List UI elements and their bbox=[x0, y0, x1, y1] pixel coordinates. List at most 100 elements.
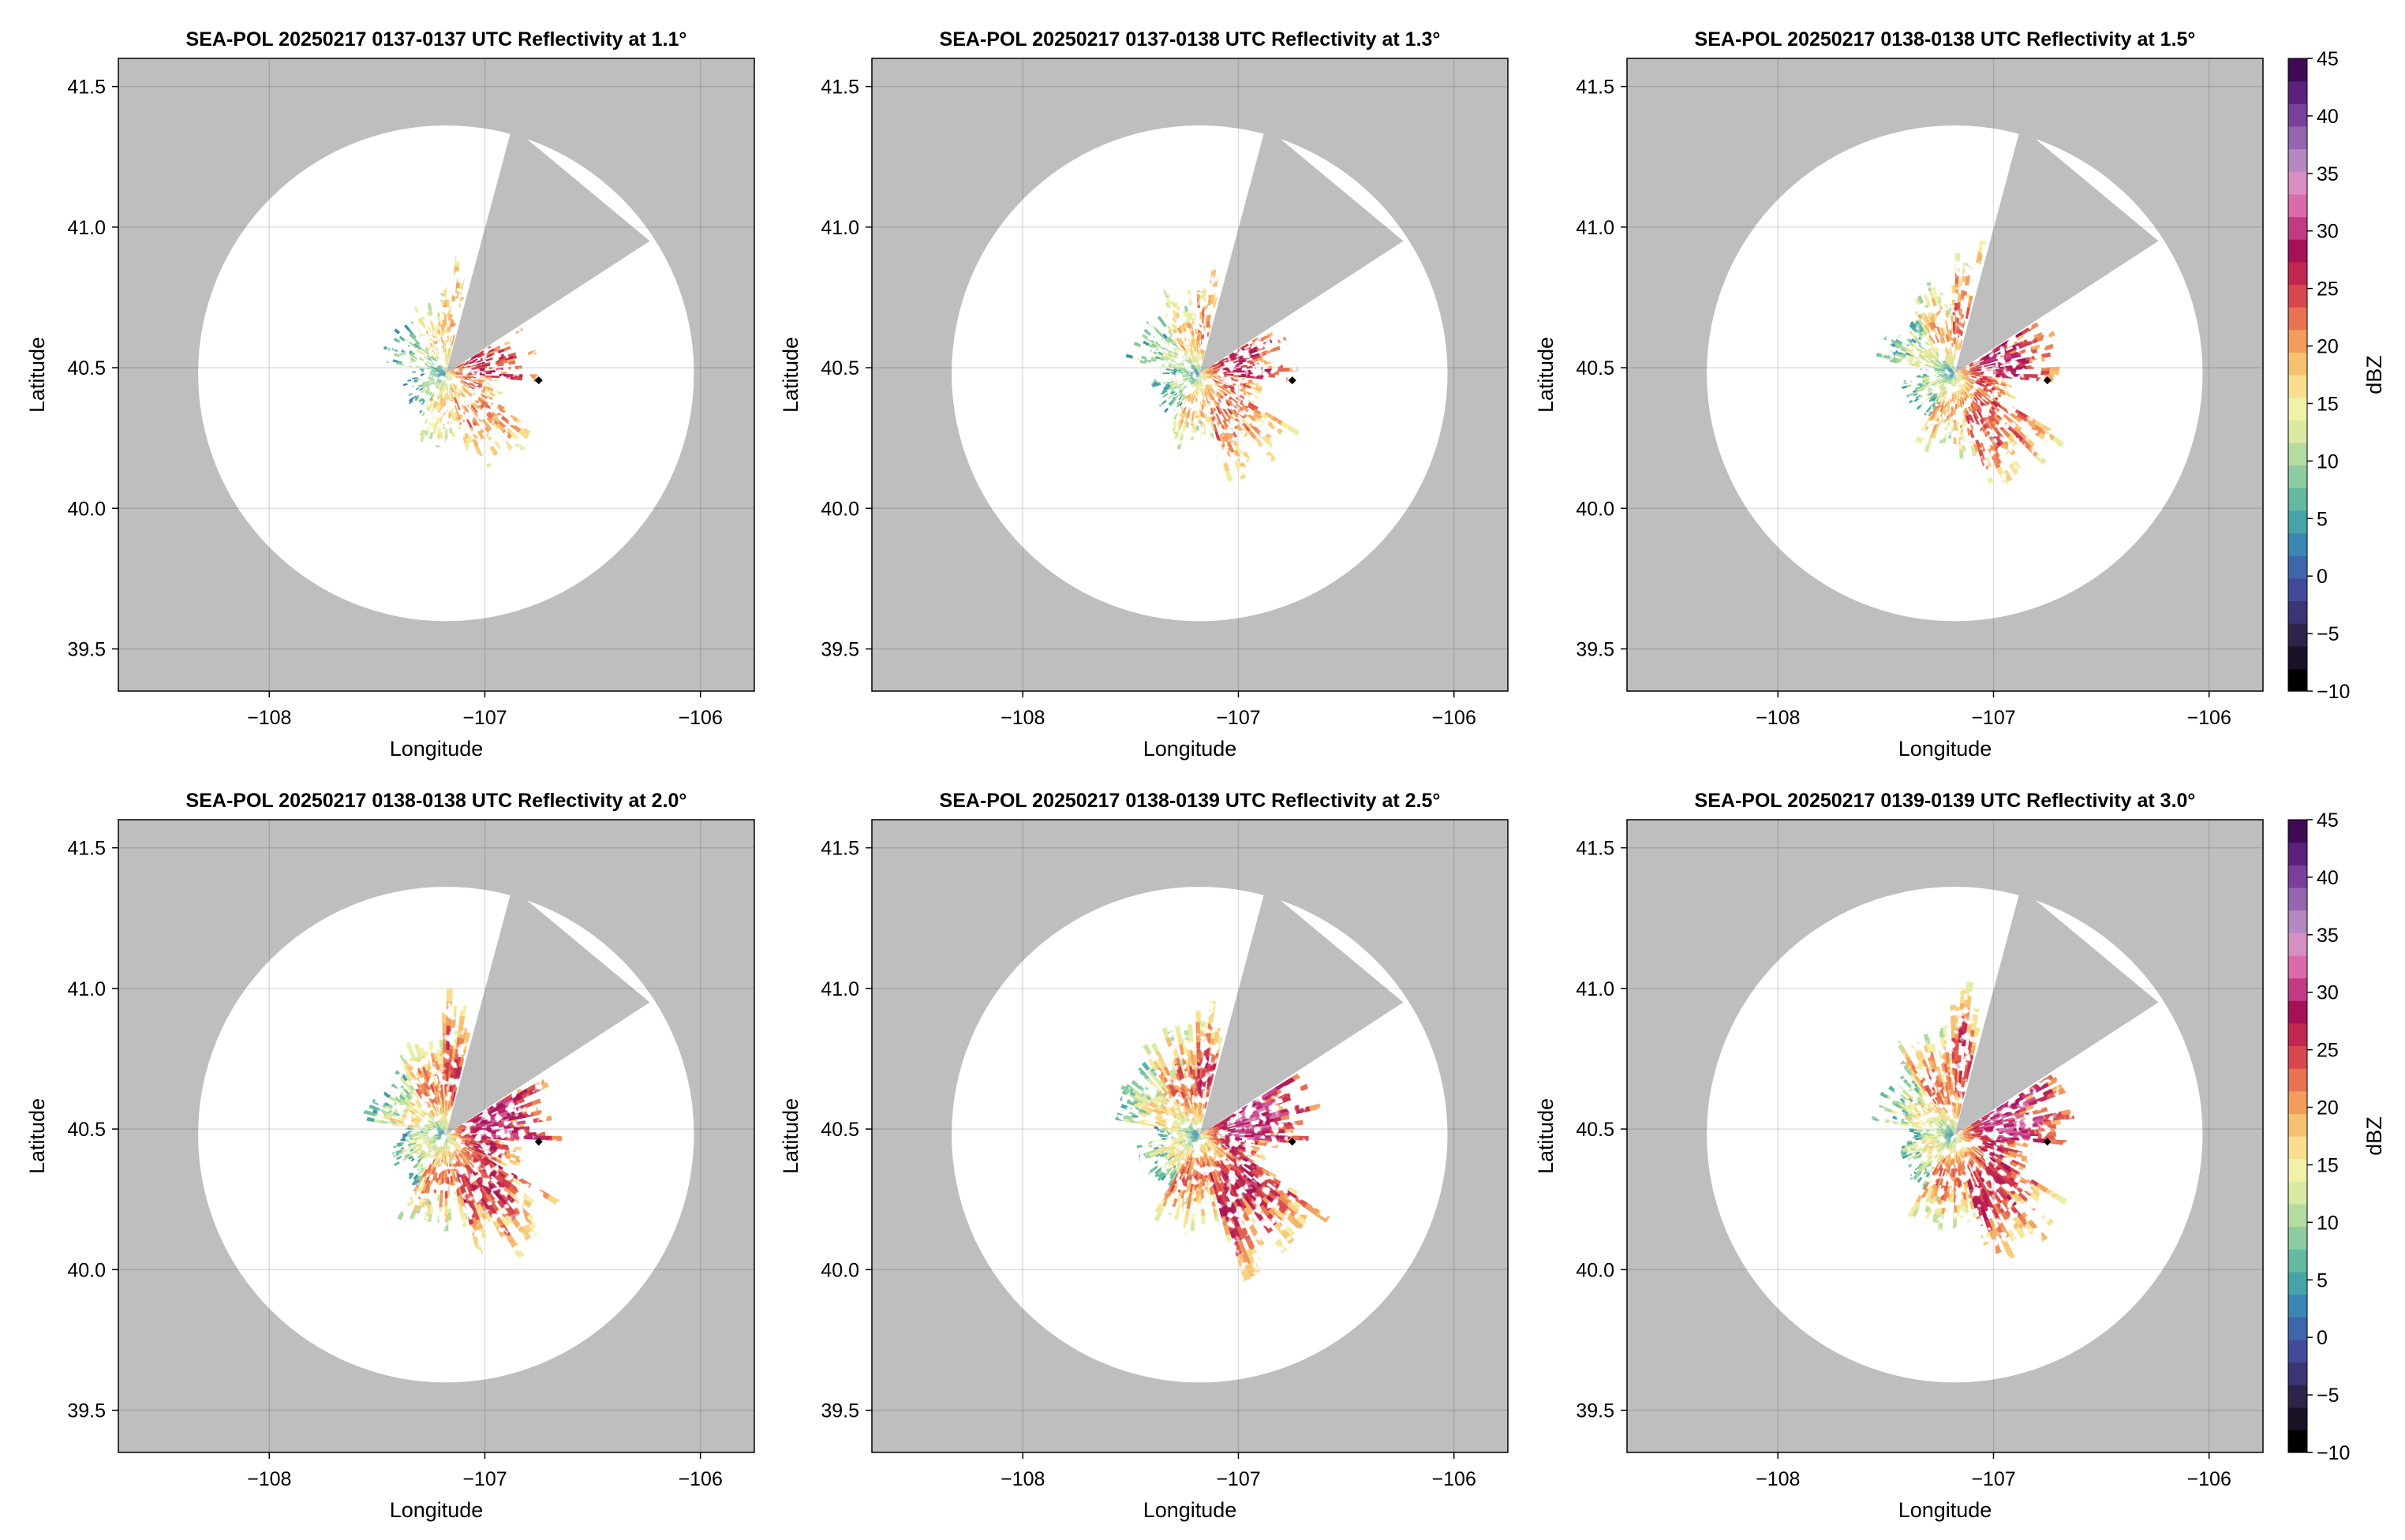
reflectivity-cell bbox=[1927, 357, 1934, 362]
reflectivity-cell bbox=[436, 1125, 442, 1131]
reflectivity-cell bbox=[1938, 384, 1943, 390]
reflectivity-cell bbox=[443, 320, 447, 329]
reflectivity-cell bbox=[1201, 383, 1204, 389]
reflectivity-cell bbox=[474, 395, 484, 404]
reflectivity-cell bbox=[533, 1117, 544, 1123]
reflectivity-cell bbox=[483, 364, 491, 368]
reflectivity-cell bbox=[1930, 398, 1935, 402]
reflectivity-cell bbox=[433, 1184, 438, 1194]
reflectivity-cell bbox=[1173, 385, 1177, 389]
reflectivity-cell bbox=[423, 379, 428, 382]
reflectivity-cell bbox=[2041, 352, 2052, 359]
reflectivity-cell bbox=[1195, 377, 1198, 383]
reflectivity-cell bbox=[429, 1049, 436, 1060]
reflectivity-cell bbox=[1184, 388, 1188, 393]
reflectivity-cell bbox=[415, 1116, 421, 1122]
reflectivity-cell bbox=[443, 1144, 445, 1151]
reflectivity-cell bbox=[1946, 334, 1949, 342]
reflectivity-cell bbox=[1946, 376, 1951, 380]
reflectivity-cell bbox=[480, 357, 487, 362]
reflectivity-cell bbox=[1178, 378, 1183, 381]
reflectivity-cell bbox=[449, 391, 451, 397]
reflectivity-cell bbox=[1259, 412, 1268, 420]
reflectivity-cell bbox=[456, 1056, 462, 1068]
reflectivity-cell bbox=[1225, 363, 1234, 367]
reflectivity-cell bbox=[1947, 376, 1951, 379]
reflectivity-cell bbox=[1203, 378, 1209, 385]
reflectivity-cell bbox=[1247, 381, 1255, 386]
reflectivity-cell bbox=[1954, 373, 1964, 380]
reflectivity-cell bbox=[411, 1179, 417, 1186]
reflectivity-cell bbox=[1967, 368, 1975, 371]
reflectivity-cell bbox=[1197, 361, 1199, 368]
reflectivity-cell bbox=[1192, 374, 1197, 377]
reflectivity-cell bbox=[1169, 357, 1175, 361]
reflectivity-cell bbox=[443, 1139, 446, 1146]
reflectivity-cell bbox=[411, 1097, 417, 1104]
reflectivity-cell bbox=[464, 442, 470, 451]
reflectivity-cell bbox=[432, 362, 438, 368]
reflectivity-cell bbox=[440, 350, 443, 356]
reflectivity-cell bbox=[1199, 373, 1206, 379]
reflectivity-cell bbox=[1255, 387, 1262, 392]
reflectivity-cell bbox=[439, 364, 442, 368]
reflectivity-cell bbox=[1954, 373, 1960, 384]
reflectivity-cell bbox=[457, 422, 462, 430]
reflectivity-cell bbox=[473, 1146, 480, 1151]
reflectivity-cell bbox=[2011, 342, 2022, 349]
reflectivity-cell bbox=[1203, 374, 1208, 377]
reflectivity-cell bbox=[511, 424, 522, 434]
reflectivity-cell bbox=[462, 1133, 472, 1134]
reflectivity-cell bbox=[454, 366, 461, 370]
reflectivity-cell bbox=[1964, 391, 1972, 402]
reflectivity-cell bbox=[428, 1108, 434, 1116]
reflectivity-cell bbox=[1945, 366, 1951, 371]
reflectivity-cell bbox=[1198, 323, 1200, 333]
reflectivity-cell bbox=[1143, 358, 1152, 363]
reflectivity-cell bbox=[442, 1128, 447, 1135]
reflectivity-cell bbox=[1195, 401, 1198, 408]
reflectivity-cell bbox=[442, 371, 447, 374]
reflectivity-cell bbox=[1954, 369, 1964, 374]
reflectivity-cell bbox=[428, 308, 433, 316]
reflectivity-cell bbox=[1207, 312, 1212, 322]
reflectivity-cell bbox=[442, 1134, 447, 1139]
reflectivity-cell bbox=[1954, 373, 1962, 379]
reflectivity-cell bbox=[446, 373, 452, 377]
reflectivity-cell bbox=[472, 1171, 481, 1181]
reflectivity-cell bbox=[441, 369, 447, 374]
reflectivity-cell bbox=[454, 417, 458, 424]
reflectivity-cell bbox=[1959, 374, 1966, 376]
reflectivity-cell bbox=[1204, 367, 1210, 371]
reflectivity-cell bbox=[438, 1163, 441, 1172]
reflectivity-cell bbox=[398, 1107, 405, 1112]
reflectivity-cell bbox=[436, 374, 439, 376]
reflectivity-cell bbox=[536, 1131, 546, 1137]
reflectivity-cell bbox=[1962, 366, 1970, 371]
reflectivity-cell bbox=[1253, 408, 1262, 416]
reflectivity-cell bbox=[479, 389, 485, 394]
reflectivity-cell bbox=[483, 350, 490, 356]
reflectivity-cell bbox=[1251, 337, 1259, 343]
reflectivity-cell bbox=[1209, 374, 1215, 376]
reflectivity-cell bbox=[464, 1168, 472, 1178]
reflectivity-cell bbox=[1971, 447, 1977, 457]
reflectivity-cell bbox=[1165, 301, 1172, 311]
reflectivity-cell bbox=[1205, 377, 1213, 383]
reflectivity-cell bbox=[436, 377, 440, 381]
marker-point bbox=[2043, 376, 2052, 385]
reflectivity-cell bbox=[1227, 384, 1234, 388]
reflectivity-cell bbox=[451, 378, 459, 385]
reflectivity-cell bbox=[432, 394, 436, 399]
reflectivity-cell bbox=[1985, 397, 1993, 404]
reflectivity-cell bbox=[2025, 364, 2035, 369]
reflectivity-cell bbox=[1220, 389, 1228, 396]
reflectivity-cell bbox=[1953, 364, 1955, 374]
reflectivity-cell bbox=[410, 1076, 417, 1085]
reflectivity-cell bbox=[446, 1133, 453, 1135]
reflectivity-cell bbox=[515, 418, 526, 428]
reflectivity-cell bbox=[1212, 380, 1218, 384]
reflectivity-cell bbox=[413, 380, 418, 383]
reflectivity-cell bbox=[1215, 370, 1221, 372]
reflectivity-cell bbox=[435, 355, 439, 361]
